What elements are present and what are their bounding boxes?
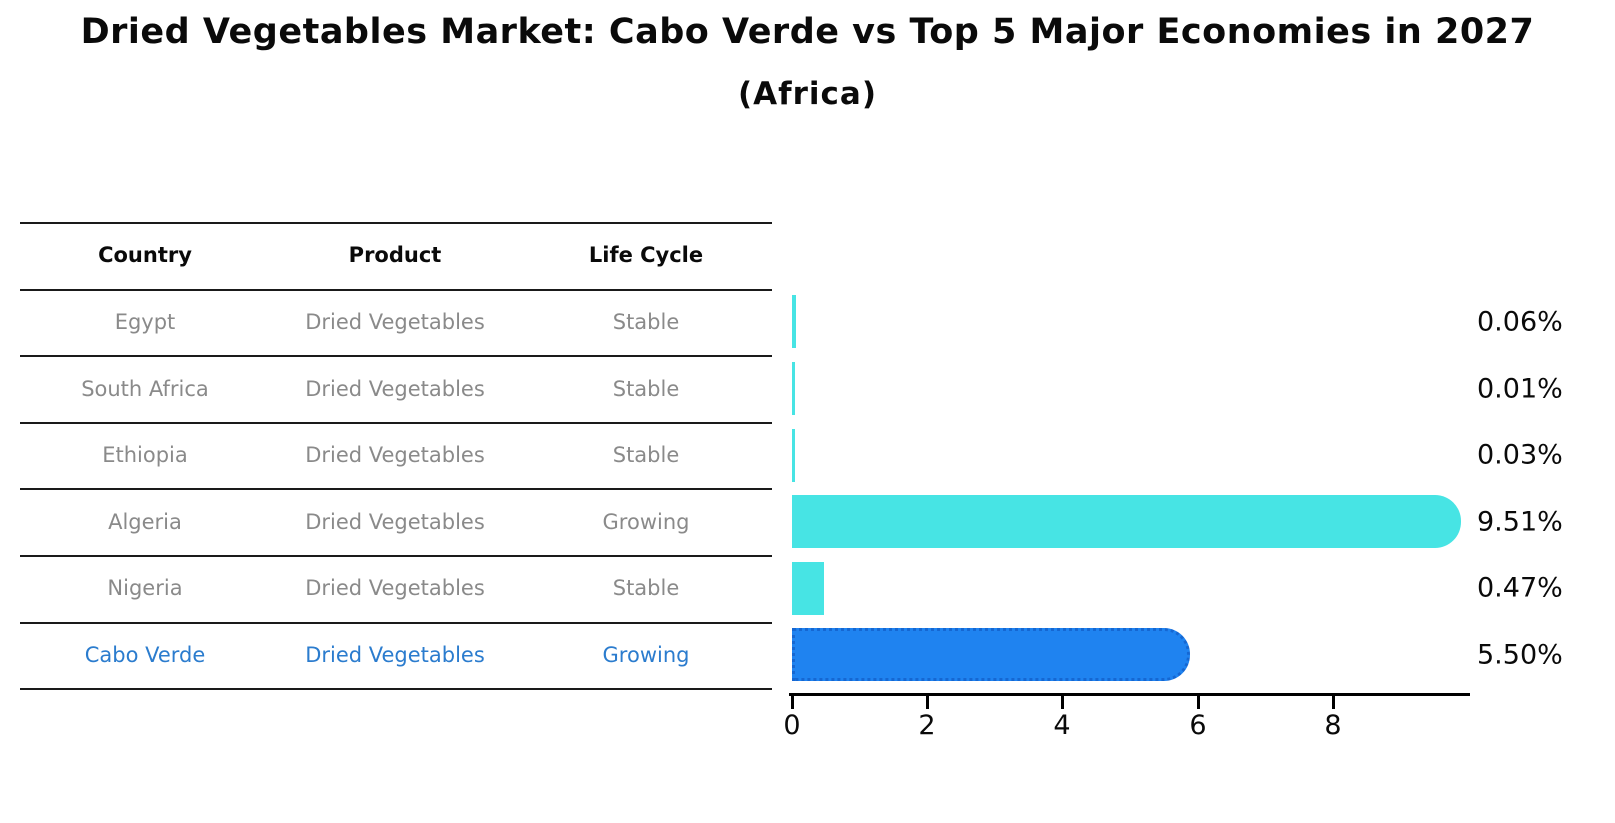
table-cell-product: Dried Vegetables <box>305 509 485 534</box>
table-cell-country: Egypt <box>114 309 176 334</box>
table-cell-country: Algeria <box>108 509 182 534</box>
column-header-life-cycle: Life Cycle <box>588 243 704 268</box>
bar-value-label: 5.50% <box>1477 639 1563 671</box>
table-cell-life_cycle: Stable <box>612 576 680 601</box>
x-axis-tick <box>1061 696 1064 709</box>
x-axis-tick-label: 4 <box>1053 710 1071 741</box>
table-separator-line <box>20 488 772 490</box>
column-header-product: Product <box>348 243 442 268</box>
bar-egypt <box>792 295 796 349</box>
table-cell-country: Cabo Verde <box>84 642 206 667</box>
table-separator-line <box>20 688 772 690</box>
bar-ethiopia <box>792 428 795 482</box>
table-separator-line <box>20 355 772 357</box>
table-cell-product: Dried Vegetables <box>305 642 485 667</box>
table-separator-line <box>20 622 772 624</box>
x-axis-tick <box>926 696 929 709</box>
table-separator-line <box>20 222 772 224</box>
column-header-country: Country <box>98 243 192 268</box>
table-cell-country: Nigeria <box>107 576 183 601</box>
table-cell-life_cycle: Growing <box>602 642 690 667</box>
x-axis-tick <box>791 696 794 709</box>
bar-value-label: 0.06% <box>1477 306 1563 338</box>
bar-south-africa <box>792 362 795 415</box>
table-cell-life_cycle: Growing <box>602 509 690 534</box>
table-cell-life_cycle: Stable <box>612 443 680 468</box>
table-cell-life_cycle: Stable <box>612 309 680 334</box>
bar-nigeria <box>792 561 824 615</box>
x-axis-tick-label: 2 <box>918 710 936 741</box>
x-axis-tick-label: 0 <box>783 710 801 741</box>
table-separator-line <box>20 422 772 424</box>
table-cell-product: Dried Vegetables <box>305 443 485 468</box>
x-axis-tick <box>1197 696 1200 709</box>
chart-title: Dried Vegetables Market: Cabo Verde vs T… <box>80 12 1535 52</box>
x-axis-line <box>789 693 1470 696</box>
x-axis-tick-label: 8 <box>1324 710 1342 741</box>
table-cell-country: Ethiopia <box>102 443 188 468</box>
table-cell-country: South Africa <box>81 376 209 401</box>
bar-cabo-verde-highlighted <box>792 628 1190 682</box>
table-separator-line <box>20 289 772 291</box>
bar-value-label: 0.47% <box>1477 572 1563 604</box>
chart-subtitle: (Africa) <box>737 76 878 112</box>
bar-algeria <box>792 495 1461 549</box>
table-cell-product: Dried Vegetables <box>305 376 485 401</box>
bar-value-label: 0.03% <box>1477 439 1563 471</box>
table-cell-product: Dried Vegetables <box>305 576 485 601</box>
bar-value-label: 9.51% <box>1477 506 1563 538</box>
x-axis-tick-label: 6 <box>1189 710 1207 741</box>
x-axis-tick <box>1332 696 1335 709</box>
table-cell-product: Dried Vegetables <box>305 309 485 334</box>
table-separator-line <box>20 555 772 557</box>
table-cell-life_cycle: Stable <box>612 376 680 401</box>
bar-value-label: 0.01% <box>1477 373 1563 404</box>
